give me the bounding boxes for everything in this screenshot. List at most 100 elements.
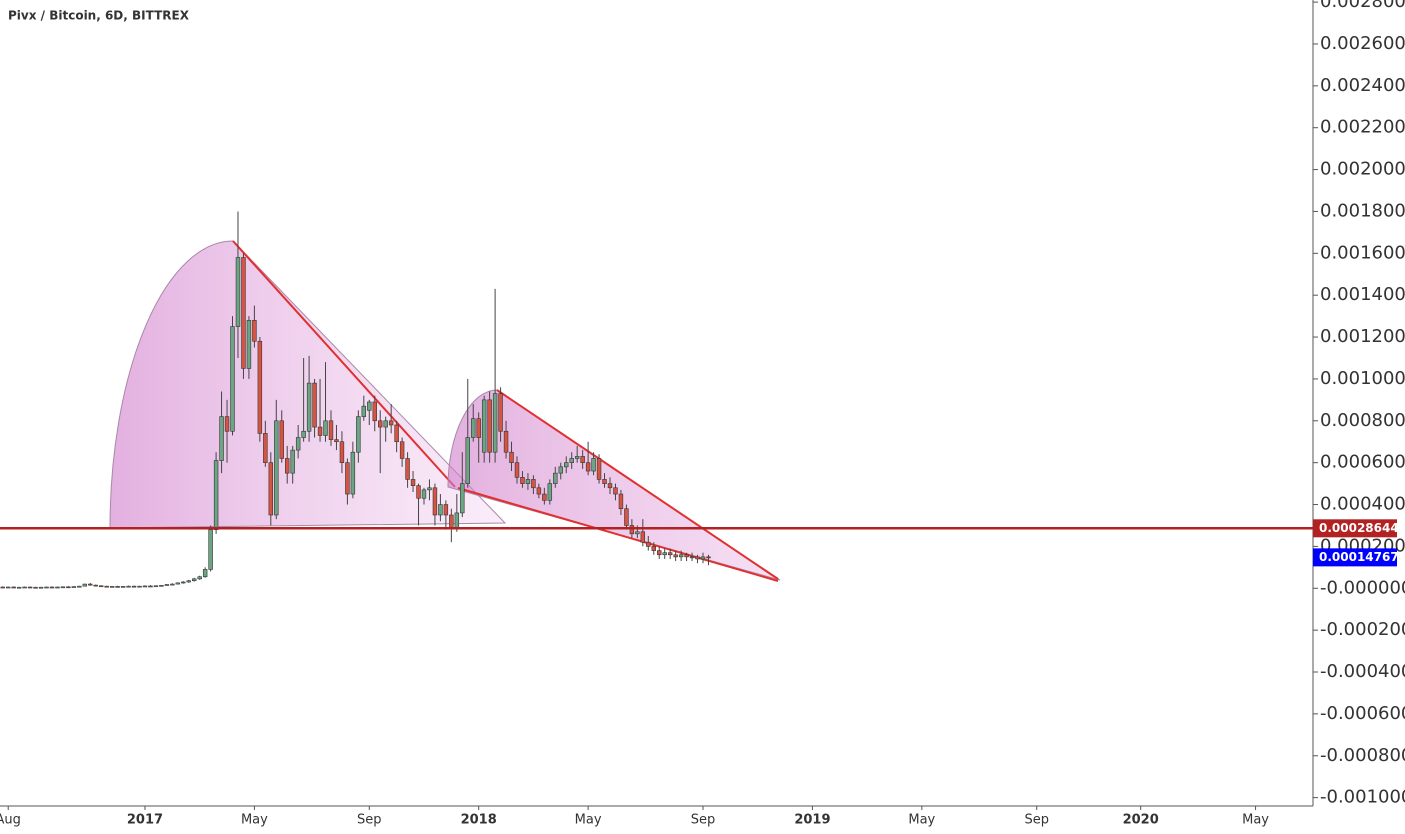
- y-tick-label: 0.001600: [1320, 242, 1405, 263]
- x-tick-label: Sep: [1024, 813, 1049, 828]
- candle-body: [383, 420, 388, 428]
- candle-body: [164, 584, 170, 586]
- x-tick-label: May: [1242, 813, 1269, 828]
- candle-body: [219, 416, 224, 461]
- candle-body: [60, 586, 66, 589]
- candle-body: [569, 458, 574, 463]
- y-tick-label: 0.000600: [1320, 452, 1405, 473]
- candle-body: [487, 399, 492, 453]
- hline-box: [1313, 519, 1397, 538]
- candle-body: [574, 456, 580, 459]
- y-tick-label: 0.000400: [1320, 494, 1405, 515]
- candle-body: [115, 586, 120, 588]
- candle-body: [202, 569, 208, 578]
- candle-body: [137, 585, 142, 588]
- candle-body: [66, 586, 71, 589]
- candle-body: [481, 399, 487, 453]
- candle-body: [706, 556, 711, 559]
- y-tick-label: -0.001000: [1320, 787, 1405, 808]
- candle-body: [667, 552, 673, 556]
- last-price-box: [1313, 548, 1397, 567]
- candle-body: [208, 529, 213, 570]
- x-tick-label: 2018: [461, 813, 497, 828]
- candle-body: [5, 586, 11, 589]
- candle-body: [246, 320, 252, 369]
- candle-body: [109, 586, 115, 588]
- y-tick-label: 0.002200: [1320, 117, 1405, 138]
- candle-body: [509, 451, 514, 463]
- candle-body: [542, 493, 547, 501]
- candle-body: [399, 441, 405, 459]
- candle-body: [285, 458, 290, 474]
- candle-body: [328, 420, 334, 440]
- candle-body: [312, 382, 317, 428]
- x-tick-label: May: [575, 813, 602, 828]
- candle-body: [372, 401, 377, 422]
- candle-body: [317, 426, 323, 436]
- candle-body: [558, 466, 563, 474]
- y-tick-label: -0.000600: [1320, 703, 1405, 724]
- candle-body: [44, 586, 49, 589]
- candle-body: [449, 514, 454, 528]
- candle-body: [640, 531, 646, 543]
- candle-body: [181, 581, 186, 584]
- candle-body: [159, 585, 164, 587]
- candle-body: [476, 418, 481, 438]
- y-tick-label: -0.000400: [1320, 661, 1405, 682]
- candle-body: [405, 458, 410, 480]
- candle-body: [564, 462, 569, 468]
- y-tick-label: 0.002400: [1320, 75, 1405, 96]
- candle-body: [126, 585, 131, 588]
- y-tick-label: 0.002600: [1320, 33, 1405, 54]
- candle-body: [213, 460, 219, 530]
- candle-body: [678, 554, 684, 558]
- candle-body: [334, 439, 339, 443]
- candle-body: [104, 585, 109, 588]
- candle-body: [421, 489, 427, 499]
- candle-body: [361, 405, 367, 417]
- hline-label: 0.00028644: [1319, 521, 1399, 535]
- candle-body: [432, 487, 438, 516]
- candle-body: [613, 487, 618, 495]
- chart-title: Pivx / Bitcoin, 6D, BITTREX: [8, 9, 190, 23]
- candle-body: [306, 382, 312, 432]
- candle-body: [77, 585, 82, 588]
- x-tick-label: May: [241, 813, 268, 828]
- candle-body: [235, 257, 241, 327]
- candle-body: [695, 556, 700, 560]
- candle-body: [471, 418, 476, 438]
- candle-body: [0, 586, 5, 589]
- candle-body: [93, 584, 98, 587]
- pattern-drawing: [447, 389, 781, 581]
- candle-body: [98, 585, 104, 588]
- y-tick-label: -0.000800: [1320, 745, 1405, 766]
- candle-body: [465, 437, 470, 484]
- candle-body: [684, 554, 689, 558]
- x-tick-label: Aug: [0, 813, 21, 828]
- candle-body: [662, 552, 667, 556]
- y-tick-label: 0.001800: [1320, 200, 1405, 221]
- candle-body: [49, 586, 55, 589]
- candle-body: [170, 583, 175, 586]
- candle-body: [350, 451, 356, 495]
- candle-body: [142, 585, 148, 588]
- candle-body: [618, 493, 624, 510]
- candle-body: [252, 320, 257, 342]
- candle-body: [339, 441, 345, 463]
- candle-body: [553, 472, 558, 484]
- candle-body: [498, 393, 503, 432]
- candle-body: [378, 420, 383, 428]
- candle-body: [591, 458, 596, 472]
- candle-body: [22, 586, 27, 589]
- candle-body: [197, 576, 202, 580]
- candle-body: [290, 449, 295, 474]
- y-tick-label: 0.002000: [1320, 159, 1405, 180]
- candle-body: [88, 583, 93, 586]
- candle-body: [27, 586, 33, 589]
- candle-body: [629, 525, 635, 535]
- candle-body: [427, 487, 432, 491]
- candle-body: [71, 586, 77, 588]
- candle-body: [503, 430, 509, 453]
- candle-body: [356, 416, 361, 453]
- candle-body: [131, 585, 137, 588]
